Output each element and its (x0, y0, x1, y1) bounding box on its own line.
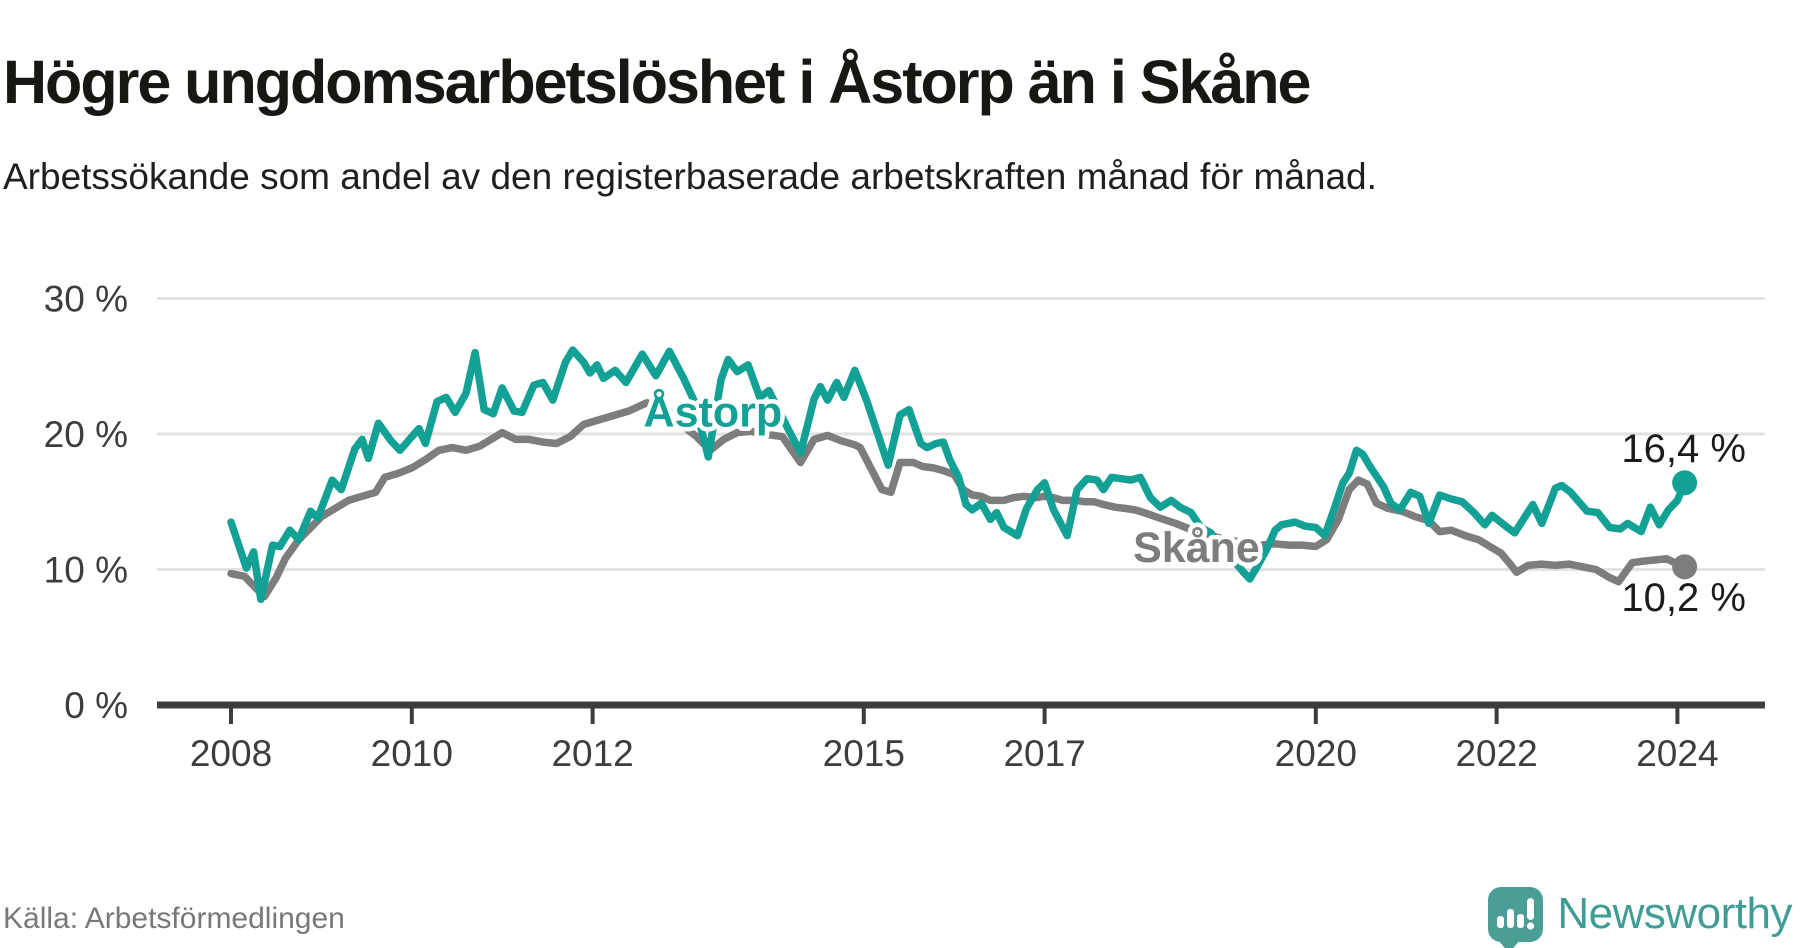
bar-chart-speech-bubble-icon (1497, 897, 1535, 930)
x-axis-label-2010: 2010 (371, 733, 453, 774)
chart-canvas: 30 % 20 % 10 % 0 % 2008 2010 2012 2015 2017 2020 2… (44, 279, 1765, 774)
astorp-end-value-label: 16,4 % (1621, 427, 1746, 471)
newsworthy-wordmark: Newsworthy (1557, 889, 1792, 938)
astorp-end-dot (1672, 470, 1698, 496)
source-credit: Källa: Arbetsförmedlingen (3, 902, 345, 935)
chart-subtitle: Arbetssökande som andel av den registerb… (3, 156, 1377, 197)
page-title: Högre ungdomsarbetslöshet i Åstorp än i … (3, 47, 1311, 116)
y-axis-label-10: 10 % (44, 550, 128, 591)
y-axis-label-0: 0 % (64, 685, 128, 726)
x-axis-label-2020: 2020 (1275, 733, 1357, 774)
x-axis-label-2008: 2008 (190, 733, 272, 774)
x-axis-label-2015: 2015 (823, 733, 905, 774)
astorp-line (227, 346, 1689, 604)
skane-series-label: Skåne (1133, 524, 1260, 572)
astorp-series-label: Åstorp (644, 388, 783, 436)
y-axis-label-30: 30 % (44, 279, 128, 320)
x-axis-label-2024: 2024 (1636, 733, 1718, 774)
y-axis-label-20: 20 % (44, 414, 128, 455)
skane-end-value-label: 10,2 % (1621, 576, 1746, 620)
x-axis-label-2022: 2022 (1455, 733, 1537, 774)
newsworthy-logo-icon (1488, 886, 1544, 948)
line-chart: 30 % 20 % 10 % 0 % 2008 2010 2012 2015 2017 2020 2… (0, 230, 1800, 800)
skane-line (227, 399, 1689, 601)
speech-bubble-tail (1498, 939, 1521, 948)
x-axis-label-2012: 2012 (551, 733, 633, 774)
skane-end-dot (1672, 554, 1698, 580)
x-axis-label-2017: 2017 (1003, 733, 1085, 774)
newsworthy-brand: Newsworthy (1488, 880, 1792, 948)
